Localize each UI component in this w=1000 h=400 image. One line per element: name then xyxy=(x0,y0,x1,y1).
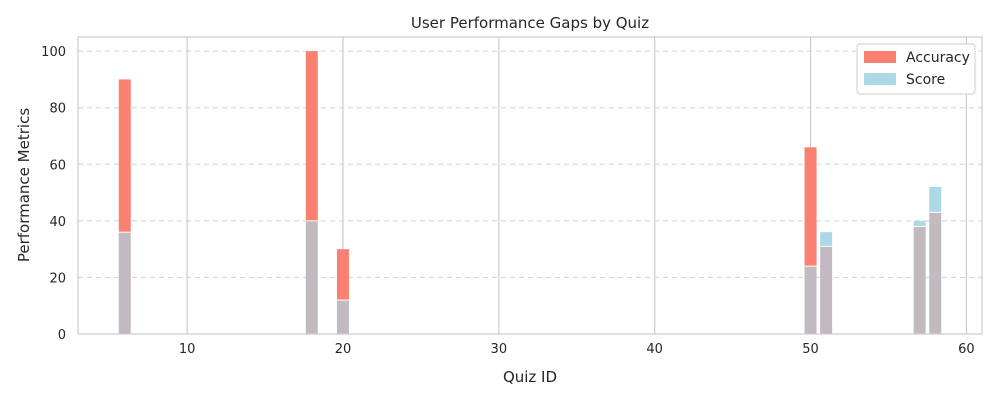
bar-overlap xyxy=(305,220,318,334)
legend-swatch-score xyxy=(864,73,896,85)
y-axis-label: Performance Metrics xyxy=(15,108,33,262)
bar-accuracy xyxy=(305,51,318,221)
legend-label-score: Score xyxy=(906,72,945,88)
x-tick-label: 30 xyxy=(491,342,508,357)
chart-title: User Performance Gaps by Quiz xyxy=(411,14,649,32)
bar-score xyxy=(913,220,926,227)
plot-background xyxy=(78,37,982,334)
legend-label-accuracy: Accuracy xyxy=(906,50,970,66)
x-tick-label: 20 xyxy=(335,342,352,357)
bar-overlap xyxy=(118,232,131,334)
bar-overlap xyxy=(929,212,942,334)
bar-overlap xyxy=(820,246,833,334)
bar-overlap xyxy=(804,266,817,334)
y-ticks: 0 20 40 60 80 100 xyxy=(41,45,66,343)
legend: Accuracy Score xyxy=(856,43,976,95)
bar-score xyxy=(929,186,942,213)
x-tick-label: 50 xyxy=(802,342,819,357)
x-tick-label: 40 xyxy=(646,342,663,357)
y-tick-label: 100 xyxy=(41,45,66,60)
y-tick-label: 60 xyxy=(49,158,66,173)
bar-overlap xyxy=(913,226,926,334)
bar-overlap xyxy=(336,300,349,334)
legend-swatch-accuracy xyxy=(864,51,896,63)
bars xyxy=(118,51,942,334)
bar-accuracy xyxy=(118,79,131,233)
bar-accuracy xyxy=(336,249,349,301)
plot-frame xyxy=(77,36,983,335)
y-tick-label: 80 xyxy=(49,102,66,117)
x-axis-label: Quiz ID xyxy=(503,368,557,386)
y-tick-label: 40 xyxy=(49,215,66,230)
bar-score xyxy=(820,232,833,247)
x-tick-label: 60 xyxy=(958,342,975,357)
x-ticks: 10 20 30 40 50 60 xyxy=(179,342,975,357)
y-tick-label: 20 xyxy=(49,271,66,286)
y-tick-label: 0 xyxy=(58,328,66,343)
bar-accuracy xyxy=(804,147,817,267)
x-tick-label: 10 xyxy=(179,342,196,357)
